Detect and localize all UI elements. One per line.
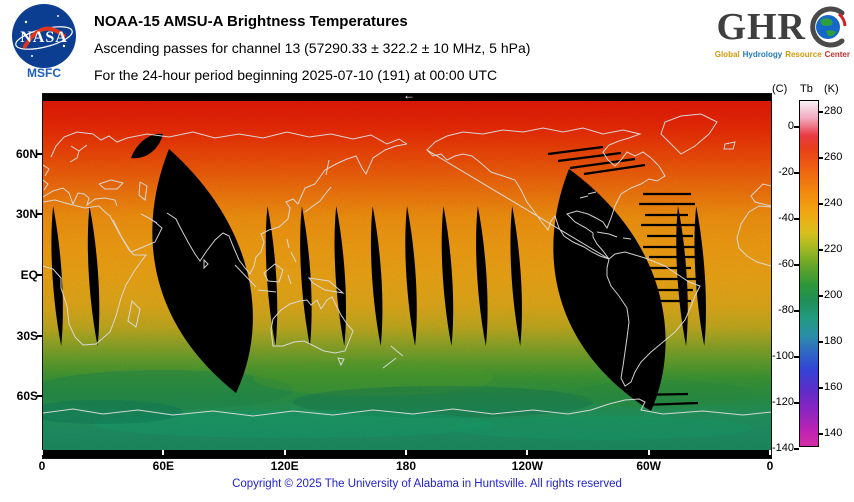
colorbar-kelvin-label: 220: [824, 242, 843, 255]
page-title: NOAA-15 AMSU-A Brightness Temperatures: [94, 13, 408, 30]
colorbar-kelvin-label: 140: [824, 426, 843, 439]
colorbar-kelvin-tick: [818, 110, 823, 113]
colorbar-celsius-tick: [794, 356, 799, 359]
nasa-wordmark: NASA: [20, 29, 68, 46]
pass-direction-arrow-icon: ←: [403, 88, 415, 102]
y-axis-tick: [37, 395, 42, 398]
x-axis-label: 0: [38, 459, 46, 473]
x-axis-label: 120W: [511, 459, 544, 473]
colorbar-celsius-label: -120: [771, 396, 794, 409]
data-gap-swath: [300, 206, 312, 346]
colorbar-celsius-tick: [794, 218, 799, 221]
data-gap-swath: [370, 206, 383, 346]
north-polar-strip: [43, 94, 771, 101]
x-axis-tick: [162, 450, 165, 455]
colorbar-kelvin-label: 240: [824, 196, 843, 209]
ghrc-subtitle-word: Global: [714, 50, 740, 59]
y-axis-label: 30N: [15, 207, 38, 222]
title-block: NOAA-15 AMSU-A Brightness Temperatures A…: [94, 8, 530, 89]
colorbar-celsius-tick: [794, 126, 799, 129]
colorbar-celsius-tick: [794, 172, 799, 175]
data-gap-swath: [265, 206, 278, 346]
x-axis-label: 60W: [636, 459, 661, 473]
msfc-label: MSFC: [27, 66, 61, 80]
y-axis-tick: [37, 152, 42, 155]
data-gap-swath: [676, 206, 688, 346]
copyright-line: Copyright © 2025 The University of Alaba…: [232, 478, 622, 490]
colorbar-celsius-label: -60: [778, 258, 794, 271]
nasa-logo-icon: NASA: [12, 4, 76, 68]
y-axis-label: 60N: [15, 146, 38, 161]
x-axis-label: 60E: [152, 459, 175, 473]
data-gap-swath: [405, 206, 417, 346]
colorbar-kelvin-label: 160: [824, 380, 843, 393]
ghrc-subtitle-word: Hydrology: [742, 50, 783, 59]
x-axis-tick: [647, 450, 650, 455]
colorbar-kelvin-tick: [818, 294, 823, 297]
y-axis-tick: [37, 274, 42, 276]
data-gap-swath: [334, 206, 347, 346]
colorbar-celsius-label: -140: [771, 442, 794, 455]
data-gap-swath: [510, 206, 522, 346]
colorbar-celsius-label: 0: [787, 120, 794, 133]
colorbar-celsius-label: -80: [778, 304, 794, 317]
data-gap-swath: [441, 206, 454, 346]
ghrc-acronym-text: GHR: [716, 6, 806, 48]
colorbar-celsius-tick: [794, 264, 799, 267]
ghrc-subtitle-word: Center: [824, 50, 850, 59]
colorbar-kelvin-label: 200: [824, 288, 843, 301]
colorbar-kelvin-label: 180: [824, 334, 843, 347]
y-axis-tick: [37, 334, 42, 337]
page-subtitle: Ascending passes for channel 13 (57290.3…: [94, 40, 531, 56]
brightness-temperature-map: [42, 93, 772, 459]
colorbar-quantity-label: Tb: [800, 83, 813, 95]
x-axis-tick: [526, 450, 529, 455]
y-axis-tick: [37, 213, 42, 216]
south-polar-strip: [43, 450, 771, 458]
colorbar-kelvin-label: 280: [824, 104, 843, 117]
colorbar-kelvin-tick: [818, 386, 823, 389]
colorbar-kelvin-tick: [818, 248, 823, 251]
colorbar-celsius-tick: [794, 448, 799, 451]
data-gap-swath: [87, 206, 100, 346]
data-gap-swath: [51, 206, 63, 346]
colorbar-celsius-label: -20: [778, 166, 794, 179]
ghrc-subtitle: Global Hydrology Resource Center: [712, 50, 850, 59]
data-gap-swath: [476, 206, 488, 346]
data-gap-swath: [694, 206, 706, 346]
x-axis-tick: [405, 450, 407, 455]
colorbar-unit-celsius: (C): [772, 83, 788, 95]
colorbar-kelvin-tick: [818, 202, 823, 205]
orbit-gap-regions: [131, 133, 666, 411]
nasa-insignia-icon: NASA: [12, 4, 76, 68]
coastlines: [43, 113, 771, 417]
y-axis-label: 60S: [16, 389, 38, 404]
inter-swath-gaps: [51, 206, 706, 346]
colorbar-celsius-tick: [794, 310, 799, 313]
period-line: For the 24-hour period beginning 2025-07…: [94, 67, 498, 83]
colorbar-kelvin-tick: [818, 156, 823, 159]
y-axis-label: 30S: [16, 328, 38, 343]
ghrc-globe-icon: [810, 6, 847, 48]
x-axis-tick: [41, 450, 43, 455]
map-overlay: [43, 94, 771, 458]
x-axis-tick: [769, 450, 771, 455]
colorbar-kelvin-tick: [818, 432, 823, 435]
colorbar-kelvin-label: 260: [824, 150, 843, 163]
colorbar-kelvin-tick: [818, 340, 823, 343]
colorbar: [799, 100, 819, 447]
ghrc-logo: GHR Global Hydrology Resource Center: [712, 4, 850, 59]
x-axis-tick: [283, 450, 286, 455]
colorbar-celsius-label: -100: [771, 350, 794, 363]
colorbar-celsius-label: -40: [778, 212, 794, 225]
colorbar-unit-kelvin: (K): [824, 83, 839, 95]
x-axis-label: 0: [766, 459, 774, 473]
ghrc-subtitle-word: Resource: [785, 50, 822, 59]
x-axis-label: 180: [395, 459, 417, 473]
colorbar-celsius-tick: [794, 402, 799, 405]
y-axis-label: EQ: [20, 268, 38, 282]
x-axis-label: 120E: [270, 459, 299, 473]
